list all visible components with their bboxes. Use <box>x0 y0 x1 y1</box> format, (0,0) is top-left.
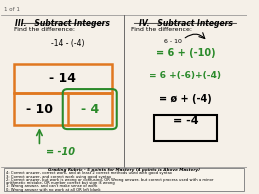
Text: 2: Correct answer, but work is wrong or confusing; OR Wrong answer, but correct : 2: Correct answer, but work is wrong or … <box>6 178 214 182</box>
Text: IV.   Subtract Integers: IV. Subtract Integers <box>139 19 232 28</box>
Text: arithmetic mistake; OR number correct but sign is wrong: arithmetic mistake; OR number correct bu… <box>6 181 115 185</box>
Text: -14 - (-4): -14 - (-4) <box>51 39 84 48</box>
Text: 1 of 1: 1 of 1 <box>4 7 20 12</box>
Text: = -10: = -10 <box>46 147 75 157</box>
Text: 4: Correct answer, correct work, and at least 2 correct methods used with good s: 4: Correct answer, correct work, and at … <box>6 171 172 175</box>
Text: 6 - 10: 6 - 10 <box>164 39 182 44</box>
Text: Grading Rubric - 5 points for Mastery (4 points is Above Mastery): Grading Rubric - 5 points for Mastery (4… <box>48 168 200 172</box>
Text: = ø + (-4): = ø + (-4) <box>159 94 212 104</box>
Text: 1: Wrong answer, and can't make sense of work: 1: Wrong answer, and can't make sense of… <box>6 184 98 188</box>
FancyBboxPatch shape <box>4 168 244 191</box>
Text: Find the difference:: Find the difference: <box>14 27 75 32</box>
Text: = 6 +(-6)+(-4): = 6 +(-6)+(-4) <box>149 71 221 80</box>
Text: - 10: - 10 <box>26 103 53 116</box>
Text: - 4: - 4 <box>81 103 99 116</box>
Text: III.   Subtract Integers: III. Subtract Integers <box>15 19 110 28</box>
Text: 0: Wrong answer with no work at all OR left blank: 0: Wrong answer with no work at all OR l… <box>6 188 101 192</box>
Text: Find the difference:: Find the difference: <box>132 27 192 32</box>
Text: 3: Correct answer, and correct work using good syntax: 3: Correct answer, and correct work usin… <box>6 175 111 179</box>
Text: = 6 + (-10): = 6 + (-10) <box>156 48 215 58</box>
Text: - 14: - 14 <box>49 72 76 85</box>
Text: = -4: = -4 <box>173 116 198 126</box>
